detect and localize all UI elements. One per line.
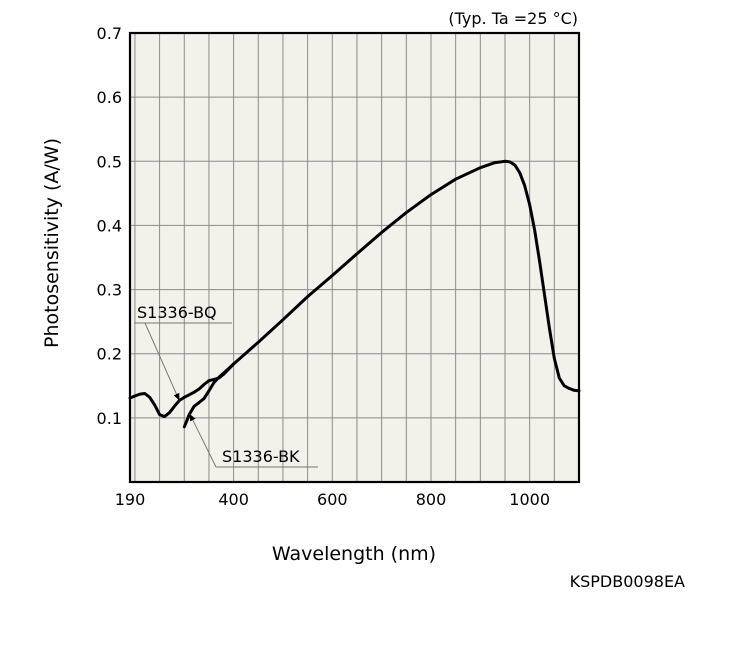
plot-frame <box>128 31 581 484</box>
y-axis-label: Photosensitivity (A/W) <box>41 138 63 348</box>
condition-note: (Typ. Ta =25 °C) <box>448 9 578 28</box>
x-tick-label: 800 <box>416 490 447 509</box>
y-tick-label: 0.3 <box>97 281 122 300</box>
x-tick-label: 190 <box>115 490 146 509</box>
x-tick-label: 600 <box>317 490 348 509</box>
y-tick-label: 0.1 <box>97 409 122 428</box>
callout-arrowhead-s1336-bq <box>173 392 180 401</box>
x-tick-label: 400 <box>218 490 249 509</box>
y-tick-label: 0.5 <box>97 152 122 171</box>
axis-ticks: 190 400 600 800 1000 0.1 0.2 0.3 0.4 0.5 0.6 0.7 <box>97 24 550 509</box>
callout-arrowhead-s1336-bk <box>189 413 196 422</box>
annotation-layer: S1336-BQ S1336-BK <box>134 303 318 468</box>
y-tick-label: 0.4 <box>97 216 122 235</box>
y-tick-label: 0.6 <box>97 88 122 107</box>
figure-code: KSPDB0098EA <box>569 572 685 591</box>
series-line-s1336-bk <box>182 362 236 429</box>
callout-leader-s1336-bk <box>189 413 217 468</box>
series-layer <box>128 159 581 429</box>
grid-lines <box>130 33 579 482</box>
series-line-s1336-bq <box>128 159 581 419</box>
x-tick-label: 1000 <box>509 490 550 509</box>
series-label-s1336-bq: S1336-BQ <box>137 303 217 322</box>
y-tick-label: 0.2 <box>97 345 122 364</box>
x-axis-label: Wavelength (nm) <box>272 543 436 565</box>
callout-leader-s1336-bq <box>144 322 180 401</box>
y-tick-label: 0.7 <box>97 24 122 43</box>
series-label-s1336-bk: S1336-BK <box>222 447 300 466</box>
